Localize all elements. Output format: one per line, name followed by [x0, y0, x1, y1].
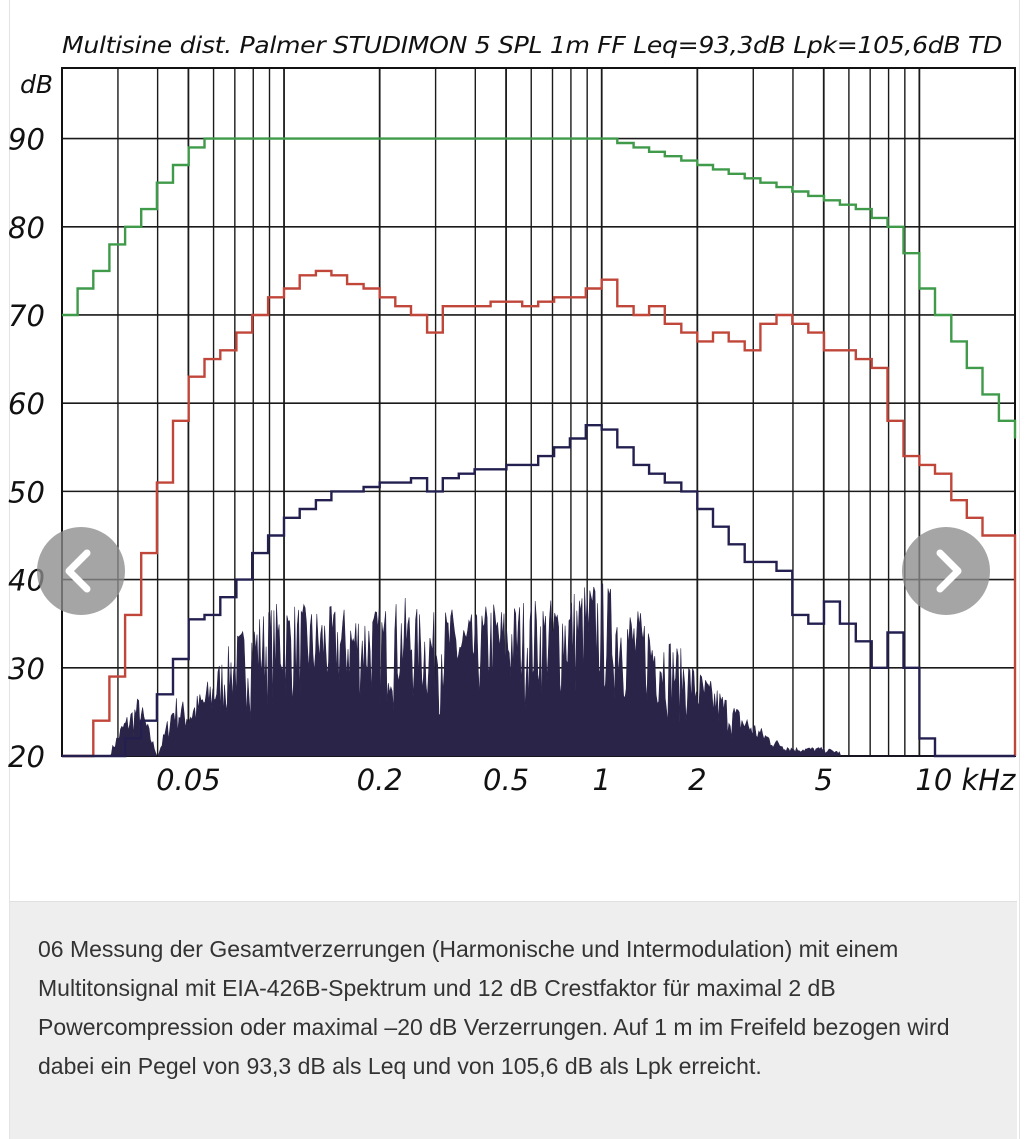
intermod-distortion-line [62, 424, 1015, 758]
fundamental-level-line [62, 137, 1017, 439]
y-tick-label: 20 [8, 740, 45, 774]
chevron-right-icon [936, 549, 962, 593]
y-tick-label: 90 [8, 123, 45, 157]
y-tick-label: 80 [8, 211, 45, 245]
x-tick-label: 5 [815, 763, 833, 797]
distortion-spectrum [62, 583, 1015, 757]
x-tick-label: 0.5 [483, 763, 529, 797]
next-image-button[interactable] [902, 527, 990, 615]
series-layer [62, 137, 1017, 758]
x-tick-label: 0.05 [156, 763, 221, 797]
x-tick-label: 2 [688, 763, 706, 797]
chart-title: Multisine dist. Palmer STUDIMON 5 SPL 1m… [62, 33, 1002, 59]
chevron-left-icon [65, 549, 91, 593]
y-tick-label: 30 [8, 652, 45, 686]
caption-text: 06 Messung der Gesamtverzerrungen (Harmo… [38, 936, 950, 1079]
previous-image-button[interactable] [37, 527, 125, 615]
image-caption: 06 Messung der Gesamtverzerrungen (Harmo… [10, 901, 1017, 1139]
harmonic-distortion-line [62, 269, 1017, 758]
y-tick-label: 50 [8, 475, 45, 509]
y-tick-label: 60 [8, 387, 45, 421]
spectrum-layer [62, 583, 1015, 757]
y-axis-label: dB [20, 70, 53, 99]
y-tick-label: 70 [8, 299, 45, 333]
x-tick-label: 0.2 [357, 763, 403, 797]
x-tick-label: 1 [592, 763, 610, 797]
x-tick-label: 10 kHz [915, 763, 1016, 797]
